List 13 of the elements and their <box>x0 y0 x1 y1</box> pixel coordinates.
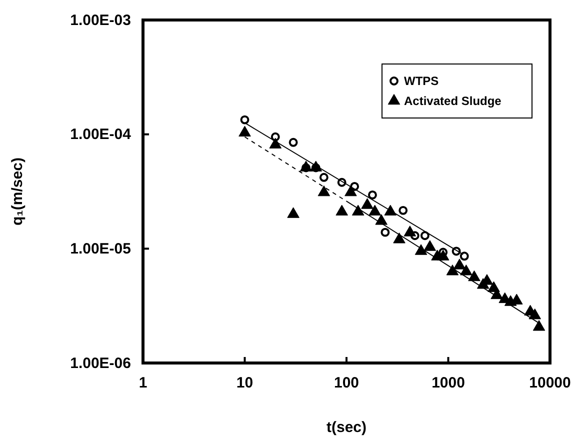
x-tick-label: 1000 <box>432 374 465 392</box>
y-tick-label: 1.00E-03 <box>70 12 131 29</box>
x-tick-label: 10000 <box>529 374 571 392</box>
y-tick-label: 1.00E-04 <box>70 126 132 144</box>
y-tick-label: 1.00E-05 <box>70 240 131 258</box>
legend-label: WTPS <box>404 74 439 88</box>
x-tick-label: 10 <box>236 374 254 392</box>
x-tick-label: 100 <box>334 374 360 392</box>
y-axis-title: q₁(m/sec) <box>9 158 26 226</box>
x-tick-label: 1 <box>138 374 148 392</box>
legend-label: Activated Sludge <box>404 94 502 108</box>
y-tick-label: 1.00E-06 <box>70 354 131 372</box>
x-axis-title: t(sec) <box>326 419 367 436</box>
